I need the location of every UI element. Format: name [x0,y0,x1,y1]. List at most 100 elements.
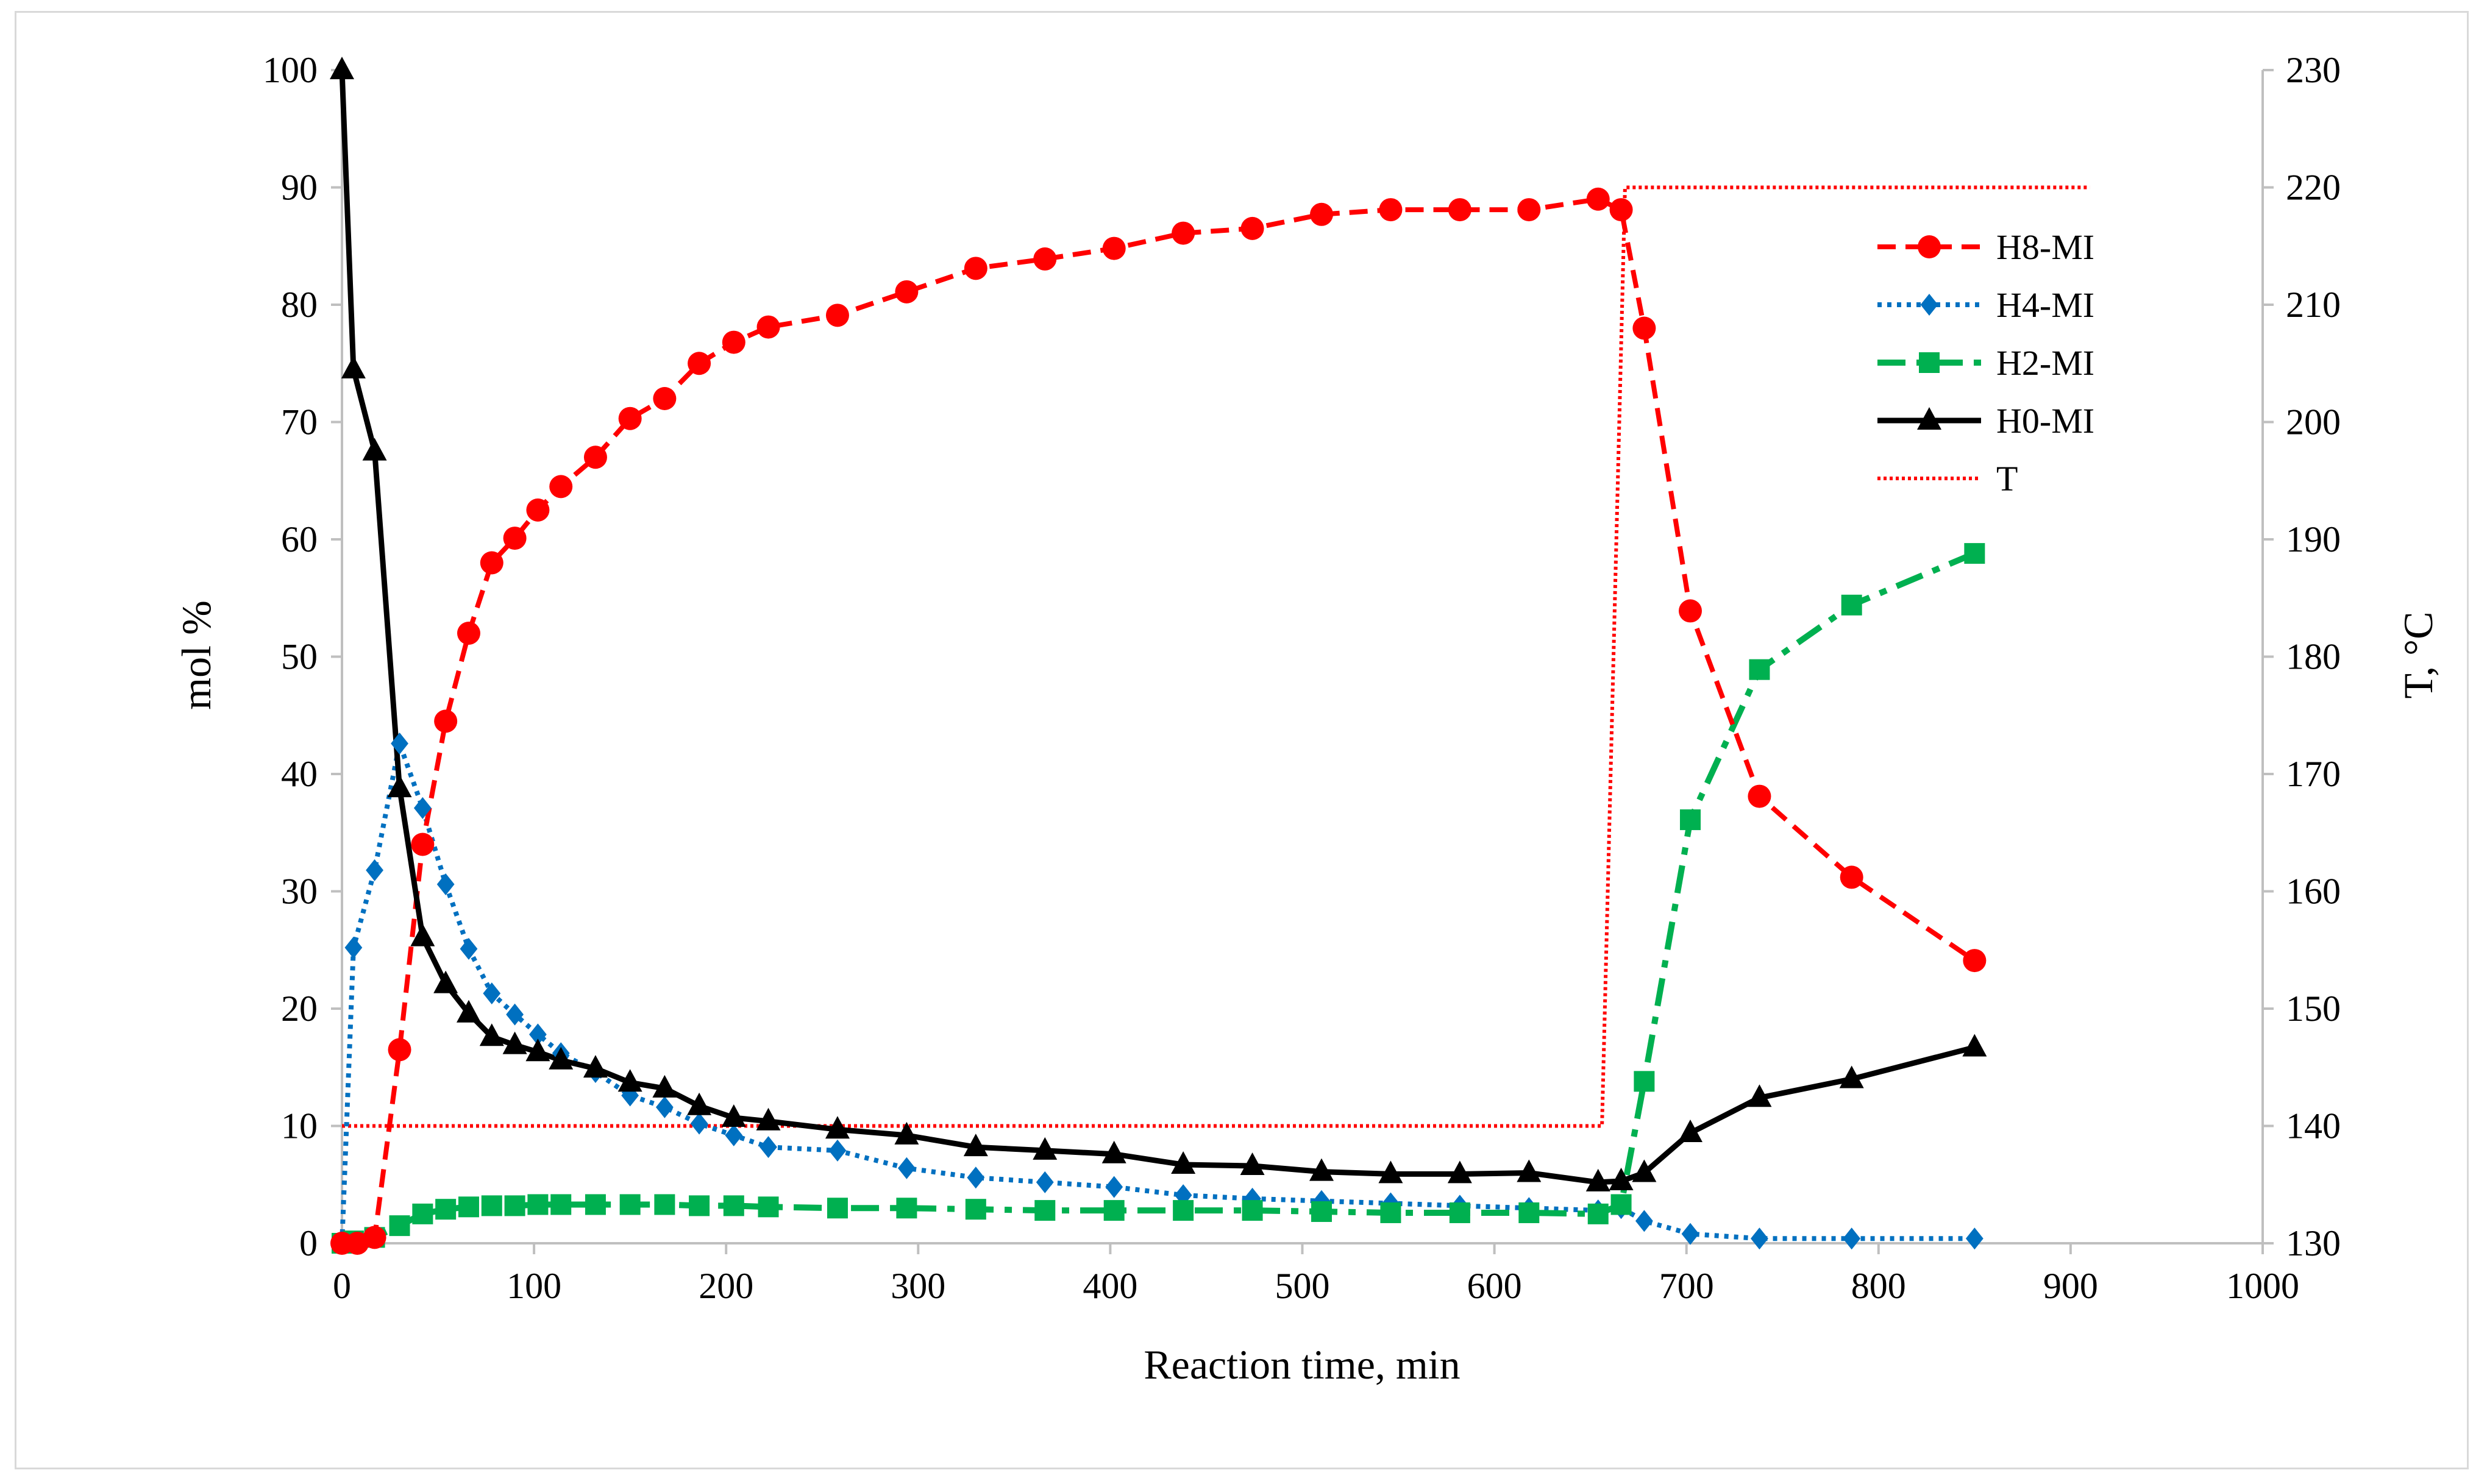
data-point-h8-mi [549,475,573,499]
data-point-h4-mi [1751,1227,1768,1250]
data-point-h2-mi [1610,1194,1632,1215]
data-point-h4-mi [413,797,432,819]
series-line-t [342,185,2090,1128]
y-tick-label: 50 [281,637,318,677]
series-lines [339,69,2090,1246]
data-point-h8-mi [688,352,711,375]
data-point-h8-mi [1172,221,1195,245]
legend: H8-MI H4-MI H2-MI H0-MI T [1877,227,2094,499]
data-point-h8-mi [1679,599,1702,623]
x-tick-label: 600 [1467,1266,1522,1306]
data-point-h4-mi [366,859,383,881]
axes: 0 10 20 30 40 50 60 70 80 90 100 130 140 150 160 170 180… [263,50,2341,1306]
series-line-h8-mi [342,196,1976,1246]
data-point-h2-mi [481,1195,502,1216]
data-point-h8-mi [480,551,503,575]
data-point-h8-mi [1609,198,1633,222]
data-point-h8-mi [1310,202,1334,226]
data-point-h2-mi [723,1195,744,1216]
y2-tick-label: 170 [2286,754,2341,794]
data-point-h8-mi [756,315,780,339]
data-point-h8-mi [526,498,550,522]
data-point-h2-mi [585,1194,606,1215]
data-point-h0-mi [756,1107,781,1131]
data-point-h4-mi [655,1096,674,1118]
data-point-h2-mi [527,1194,549,1215]
legend-label-h2-mi: H2-MI [1996,343,2094,383]
data-point-h0-mi [1678,1120,1703,1143]
y2-tick-label: 160 [2286,872,2341,912]
data-point-h0-mi [617,1069,642,1092]
data-point-h0-mi [1747,1084,1772,1107]
data-point-h4-mi [1635,1210,1653,1232]
data-point-h4-mi [760,1136,777,1159]
data-point-h2-mi [1380,1202,1401,1223]
series-markers [330,57,1987,1255]
legend-label-t: T [1996,459,2018,499]
data-point-h4-mi [828,1139,847,1162]
data-point-h4-mi [967,1166,985,1189]
data-point-h2-mi [1173,1200,1194,1221]
data-point-h0-mi [362,438,387,461]
data-point-h0-mi [410,923,435,946]
data-point-h0-mi [1101,1140,1126,1163]
y-tick-label: 100 [263,50,318,90]
data-point-h0-mi [687,1092,712,1115]
y-tick-label: 40 [281,754,318,794]
y2-tick-label: 200 [2286,402,2341,442]
data-point-h0-mi [1447,1160,1472,1184]
data-point-h2-mi [389,1215,410,1237]
data-point-h0-mi [1033,1137,1058,1160]
data-point-h0-mi [341,355,366,378]
x-axis-title: Reaction time, min [1144,1341,1460,1388]
data-point-h4-mi [725,1124,743,1146]
data-point-h0-mi [456,999,481,1023]
data-point-h2-mi [827,1198,848,1219]
data-point-h4-mi [344,936,363,959]
y2-axis-title: T, °C [2395,611,2441,698]
data-point-h2-mi [1103,1200,1125,1221]
data-point-h2-mi [550,1194,572,1215]
y2-tick-label: 230 [2286,50,2341,90]
data-point-h2-mi [412,1203,433,1224]
y-tick-label: 20 [281,989,318,1029]
data-point-h4-mi [391,732,408,754]
data-point-h8-mi [825,304,849,327]
data-point-h2-mi [504,1195,525,1216]
data-point-h0-mi [1309,1158,1334,1181]
data-point-h8-mi [1448,198,1471,222]
data-point-h2-mi [689,1195,710,1216]
data-point-h2-mi [1449,1202,1470,1223]
data-point-h0-mi [721,1104,746,1127]
data-point-h4-mi [529,1023,547,1046]
y-tick-label: 0 [299,1223,318,1263]
data-point-h2-mi [1034,1200,1056,1221]
data-point-h2-mi [1964,543,1985,564]
data-point-h8-mi [1379,198,1403,222]
data-point-h2-mi [758,1196,779,1218]
data-point-h8-mi [1840,865,1863,889]
data-point-h2-mi [1587,1203,1609,1224]
y2-tick-label: 220 [2286,168,2341,208]
data-point-h8-mi [388,1038,411,1062]
data-point-h2-mi [619,1194,641,1215]
data-point-h8-mi [1517,198,1541,222]
data-point-h8-mi [1586,187,1610,211]
y2-tick-label: 190 [2286,519,2341,559]
data-point-h4-mi [1105,1176,1123,1198]
data-point-h0-mi [549,1046,574,1070]
data-point-h0-mi [330,57,354,79]
data-point-h0-mi [1609,1167,1634,1190]
data-point-h4-mi [506,1003,524,1026]
y2-tick-label: 210 [2286,285,2341,325]
data-point-h8-mi [1963,949,1987,973]
data-point-h2-mi [654,1194,675,1215]
data-point-h4-mi [436,873,455,895]
data-point-h8-mi [503,527,527,550]
data-point-h2-mi [965,1199,986,1220]
data-point-h4-mi [690,1112,708,1135]
legend-label-h0-mi: H0-MI [1996,401,2094,441]
data-point-h0-mi [1517,1159,1542,1182]
data-point-h0-mi [1839,1065,1864,1088]
data-point-h8-mi [457,622,480,645]
